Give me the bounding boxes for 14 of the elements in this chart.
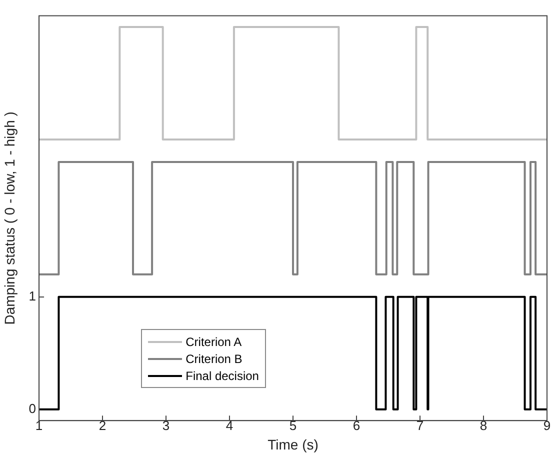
x-tick-label: 8	[480, 418, 488, 433]
x-tick-label: 6	[352, 418, 360, 433]
x-tick-label: 7	[416, 418, 424, 433]
x-tick-label: 3	[162, 418, 170, 433]
x-tick-label: 4	[226, 418, 234, 433]
y-axis-title: Damping status ( 0 - low, 1 - high )	[1, 112, 18, 325]
legend-label: Criterion A	[186, 334, 242, 349]
x-tick-label: 9	[543, 418, 551, 433]
x-tick-label: 2	[98, 418, 106, 433]
legend-label: Criterion B	[186, 352, 242, 366]
legend-label: Final decision	[186, 368, 259, 383]
y-tick-label: 0	[28, 400, 36, 416]
x-axis-title: Time (s)	[268, 436, 318, 452]
x-tick-label: 5	[289, 418, 297, 433]
